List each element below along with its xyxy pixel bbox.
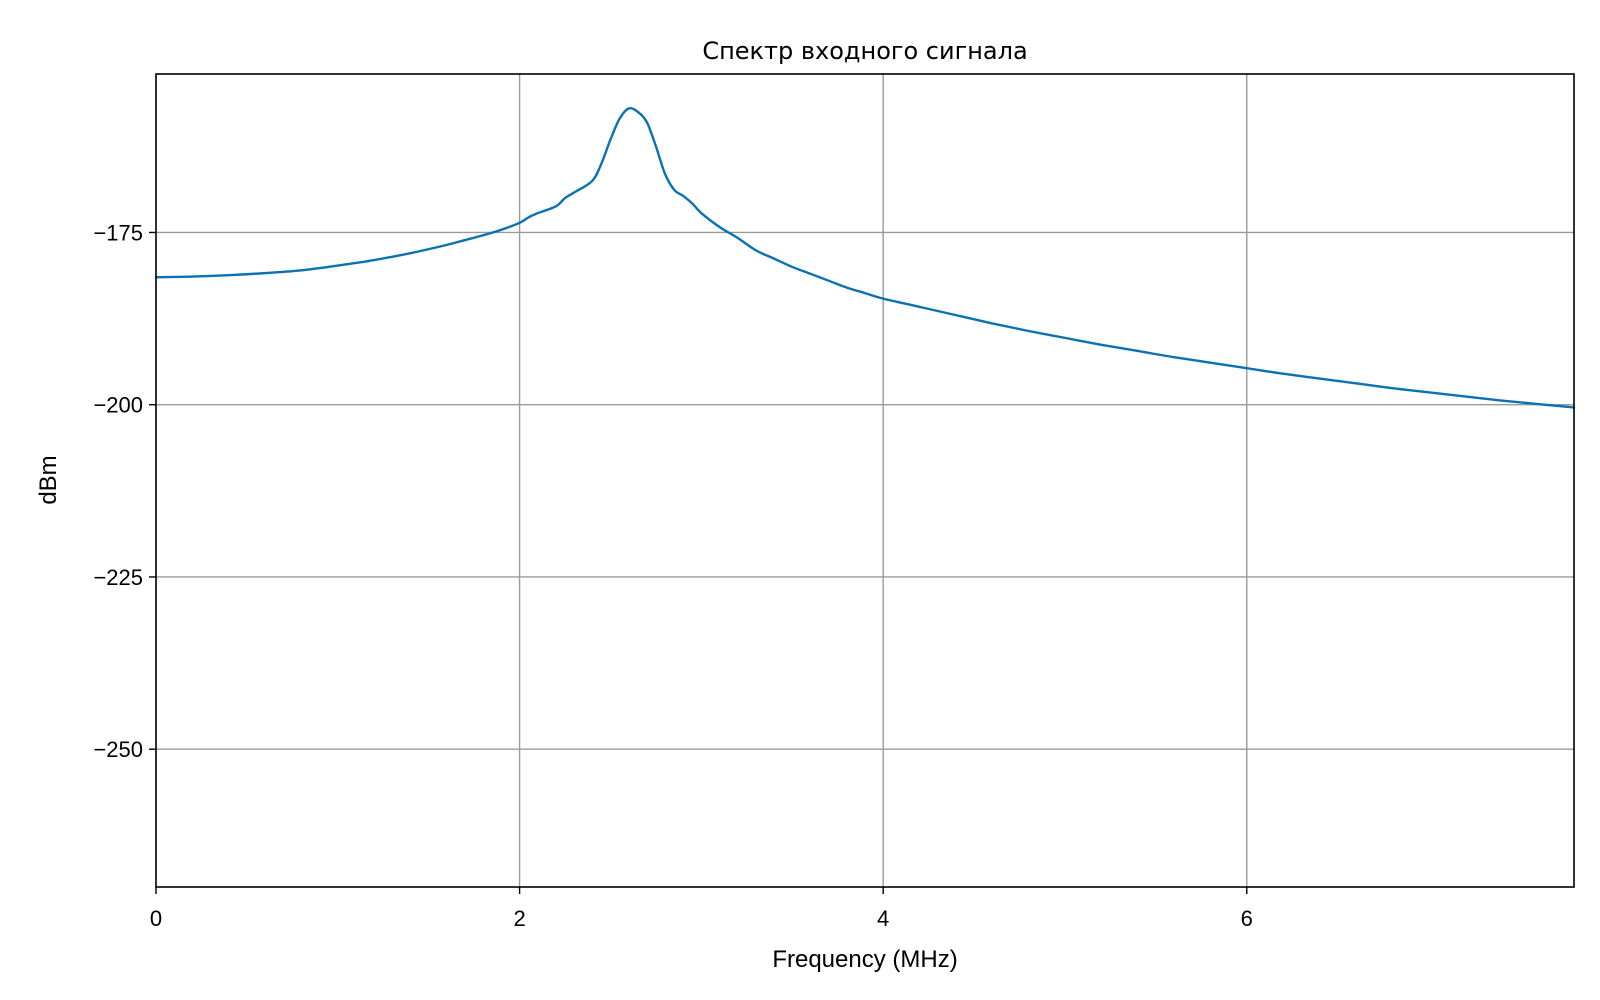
x-tick-label: 0 — [150, 906, 162, 931]
x-tick-label: 2 — [513, 906, 525, 931]
plot-frame — [155, 73, 1575, 888]
y-tick-label: −250 — [93, 737, 143, 762]
ticks: 0 2 4 6 −175 −200 −225 −250 — [93, 220, 1252, 931]
chart-title: Спектр входного сигнала — [702, 37, 1027, 65]
x-axis-label: Frequency (MHz) — [772, 946, 957, 973]
series-layer — [154, 106, 1576, 409]
y-tick-label: −225 — [93, 565, 143, 590]
y-axis-label: dBm — [35, 455, 62, 504]
y-tick-label: −200 — [93, 393, 143, 418]
x-tick-label: 6 — [1241, 906, 1253, 931]
grid — [156, 74, 1574, 887]
x-tick-label: 4 — [877, 906, 889, 931]
y-tick-label: −175 — [93, 220, 143, 245]
series-line — [154, 106, 1576, 409]
